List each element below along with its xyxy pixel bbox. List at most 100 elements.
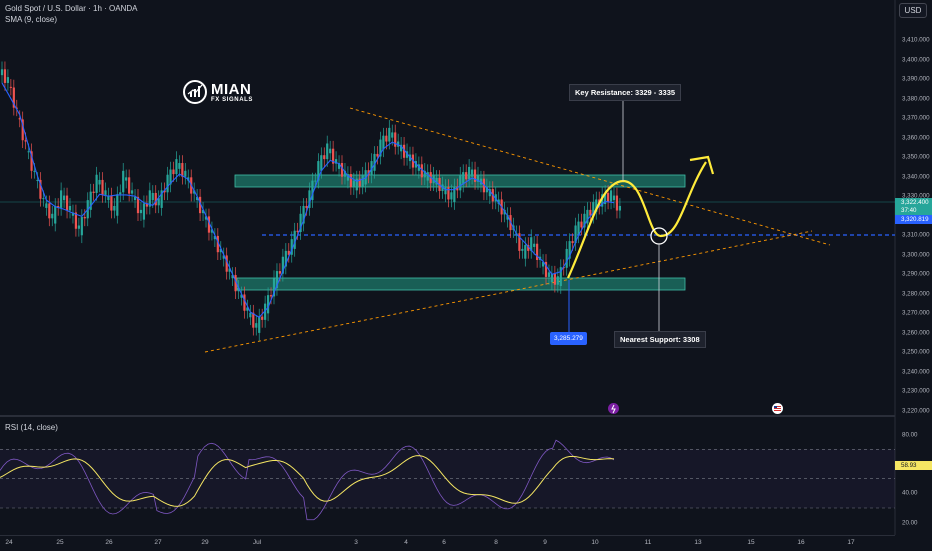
us-flag-icon (774, 406, 781, 411)
candle-body (544, 261, 548, 277)
time-axis-label: 11 (644, 539, 652, 546)
candle-body (485, 186, 488, 193)
candle-body (80, 217, 83, 236)
candle-body (210, 229, 214, 233)
candle-body (388, 127, 391, 142)
candle-body (98, 179, 101, 185)
sma-value-tag: 3,320.819 (895, 215, 932, 224)
candle-body (3, 69, 7, 83)
candle-body (125, 177, 128, 181)
candle-body (583, 213, 586, 228)
candle-body (222, 255, 225, 259)
candle-body (527, 245, 530, 251)
candle-body (317, 161, 320, 181)
low-price-label[interactable]: 3,285.279 (550, 332, 587, 345)
candle-body (157, 198, 160, 206)
symbol-legend[interactable]: Gold Spot / U.S. Dollar · 1h · OANDA (5, 4, 138, 13)
candle-body (402, 144, 406, 158)
rsi-signal-line (0, 455, 615, 507)
candle-body (462, 172, 465, 185)
candle-body (340, 163, 344, 177)
candle-body (355, 178, 358, 191)
candle-body (213, 235, 216, 240)
sma-legend[interactable]: SMA (9, close) (5, 15, 58, 24)
candle-body (231, 274, 234, 279)
candle-body (314, 180, 317, 182)
candle-body (228, 268, 231, 272)
time-axis-label: 10 (591, 539, 599, 546)
candle-body (272, 278, 276, 297)
time-axis[interactable]: 24 25 26 27 29 Jul 3 4 6 8 9 10 11 13 15 16 17 (0, 535, 895, 551)
candle-body (261, 316, 264, 320)
candle-body (595, 199, 598, 212)
price-axis-label: 3,370.000 (902, 114, 930, 122)
candle-body (565, 248, 568, 268)
candle-body (77, 225, 80, 229)
candle-body (536, 243, 539, 260)
key-resistance-label[interactable]: Key Resistance: 3329 - 3335 (569, 84, 682, 101)
logo-bars-icon (187, 84, 203, 97)
nearest-support-label[interactable]: Nearest Support: 3308 (614, 331, 706, 348)
candle-body (246, 307, 249, 311)
candle-body (12, 87, 15, 108)
lightning-event-icon[interactable] (608, 403, 619, 414)
rsi-legend[interactable]: RSI (14, close) (5, 423, 58, 432)
candle-body (530, 237, 533, 251)
currency-button[interactable]: USD (899, 3, 927, 18)
support-zone (236, 277, 686, 291)
price-axis-label: 3,300.000 (902, 251, 930, 259)
candle-body (323, 155, 326, 160)
candle-body (435, 177, 438, 185)
candle-body (266, 295, 270, 314)
candle-body (568, 241, 571, 259)
candle-body (524, 245, 527, 259)
candle-body (42, 198, 45, 200)
us-flag-event-icon[interactable] (772, 403, 783, 414)
candle-body (450, 192, 453, 200)
candle-body (615, 195, 619, 211)
candle-body (237, 287, 240, 292)
price-axis-label: 3,330.000 (902, 192, 930, 200)
price-axis-label: 3,270.000 (902, 309, 930, 317)
time-axis-label: 29 (201, 539, 209, 546)
candle-body (198, 196, 202, 214)
price-axis-label: 3,290.000 (902, 270, 930, 278)
candle-body (15, 107, 18, 109)
candle-body (606, 192, 610, 202)
candle-body (547, 272, 551, 277)
candle-body (252, 312, 255, 328)
candle-body (107, 195, 110, 201)
candle-body (329, 148, 332, 154)
price-axis-label: 3,240.000 (902, 368, 930, 376)
candle-body (334, 159, 338, 164)
time-axis-label: Jul (252, 539, 262, 546)
candle-body (154, 192, 157, 206)
candle-body (521, 248, 524, 251)
upper-trendline (349, 107, 831, 246)
candle-body (219, 248, 222, 253)
candle-body (385, 135, 388, 142)
candle-body (116, 194, 119, 216)
candle-body (571, 241, 574, 244)
candle-body (376, 153, 379, 157)
candle-body (459, 174, 462, 191)
countdown-tag: 37:40 (895, 206, 932, 215)
candle-body (204, 216, 208, 220)
candle-body (420, 164, 423, 178)
candle-body (305, 205, 308, 208)
candle-body (110, 195, 113, 211)
candle-body (101, 179, 104, 195)
candle-body (343, 170, 347, 177)
candle-body (133, 196, 137, 201)
candle-body (476, 174, 480, 182)
time-axis-label: 16 (797, 539, 805, 546)
time-axis-label: 9 (543, 539, 547, 546)
candle-body (184, 170, 187, 177)
candle-body (258, 316, 261, 333)
projection-arrowhead (689, 155, 715, 175)
candle-body (48, 203, 51, 219)
logo-subtitle: FX SIGNALS (211, 96, 254, 103)
price-axis[interactable]: 3,410.000 3,400.000 3,390.000 3,380.000 3,37… (895, 0, 932, 535)
